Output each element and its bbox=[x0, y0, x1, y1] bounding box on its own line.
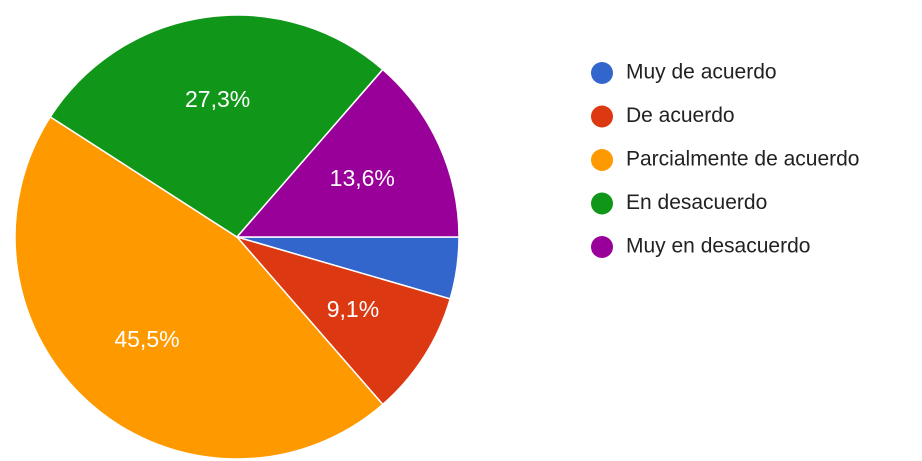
slice-label: 45,5% bbox=[114, 326, 179, 352]
pie-slice bbox=[49, 14, 384, 238]
pie-slice bbox=[234, 235, 452, 406]
slice-label: 27,3% bbox=[185, 86, 250, 112]
legend-swatch bbox=[591, 62, 613, 84]
legend-swatch bbox=[591, 105, 613, 128]
legend-label: Muy en desacuerdo bbox=[626, 235, 810, 258]
legend-label: De acuerdo bbox=[626, 104, 735, 127]
pie-slice bbox=[235, 68, 460, 238]
legend-swatch bbox=[591, 236, 613, 258]
legend-label: Muy de acuerdo bbox=[626, 61, 777, 84]
slice-label: 9,1% bbox=[327, 296, 379, 322]
legend-swatch bbox=[591, 149, 613, 171]
legend-label: Parcialmente de acuerdo bbox=[626, 148, 859, 171]
pie-slice bbox=[14, 115, 384, 460]
legend-label: En desacuerdo bbox=[626, 191, 767, 214]
legend-swatch bbox=[591, 192, 613, 215]
slice-label: 13,6% bbox=[330, 165, 395, 191]
